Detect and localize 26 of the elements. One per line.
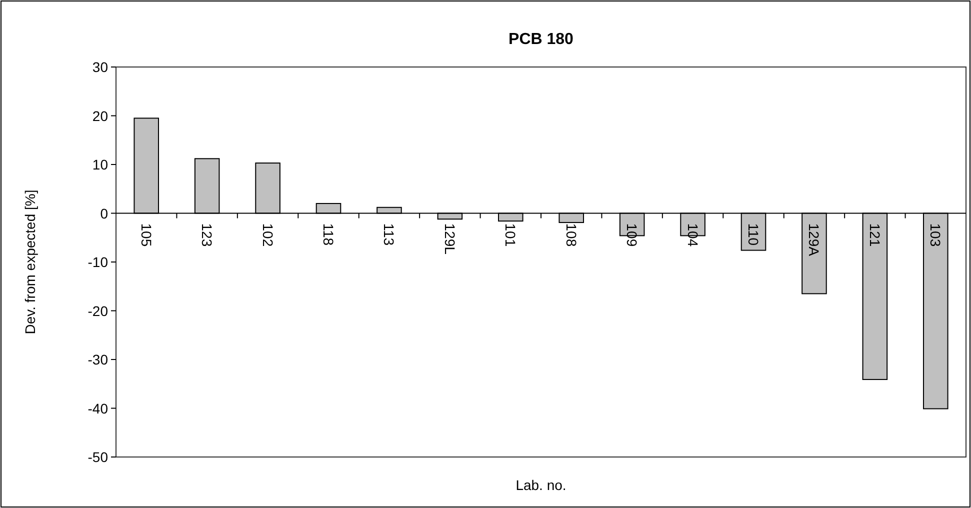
y-tick-label: 10	[92, 156, 108, 172]
y-tick-label: -50	[88, 449, 108, 465]
x-axis-title: Lab. no.	[516, 477, 566, 493]
x-tick-label: 103	[928, 223, 944, 247]
x-tick-label: 105	[138, 223, 154, 247]
x-tick-label: 108	[563, 223, 580, 247]
y-tick-label: -40	[88, 400, 108, 416]
x-tick-label: 109	[624, 223, 640, 247]
x-tick-label: 104	[684, 223, 701, 247]
x-tick-label: 110	[746, 223, 762, 246]
y-tick-label: -20	[88, 302, 108, 319]
x-tick-label: 101	[502, 223, 519, 247]
y-axis-title: Dev. from expected [%]	[22, 190, 38, 334]
x-tick-label: 123	[199, 223, 216, 247]
y-tick-label: -30	[88, 352, 108, 368]
x-tick-label: 129L	[442, 223, 458, 255]
x-tick-label: 121	[866, 223, 883, 247]
y-tick-label: 30	[92, 59, 108, 75]
y-tick-label: 20	[92, 108, 108, 124]
chart-title: PCB 180	[508, 31, 574, 48]
x-tick-label: 129A	[806, 223, 822, 257]
x-tick-label: 113	[381, 223, 398, 246]
x-tick-label: 118	[320, 223, 336, 246]
y-tick-label: -10	[88, 254, 108, 270]
y-tick-label: 0	[100, 205, 108, 222]
x-tick-label: 102	[260, 223, 276, 247]
